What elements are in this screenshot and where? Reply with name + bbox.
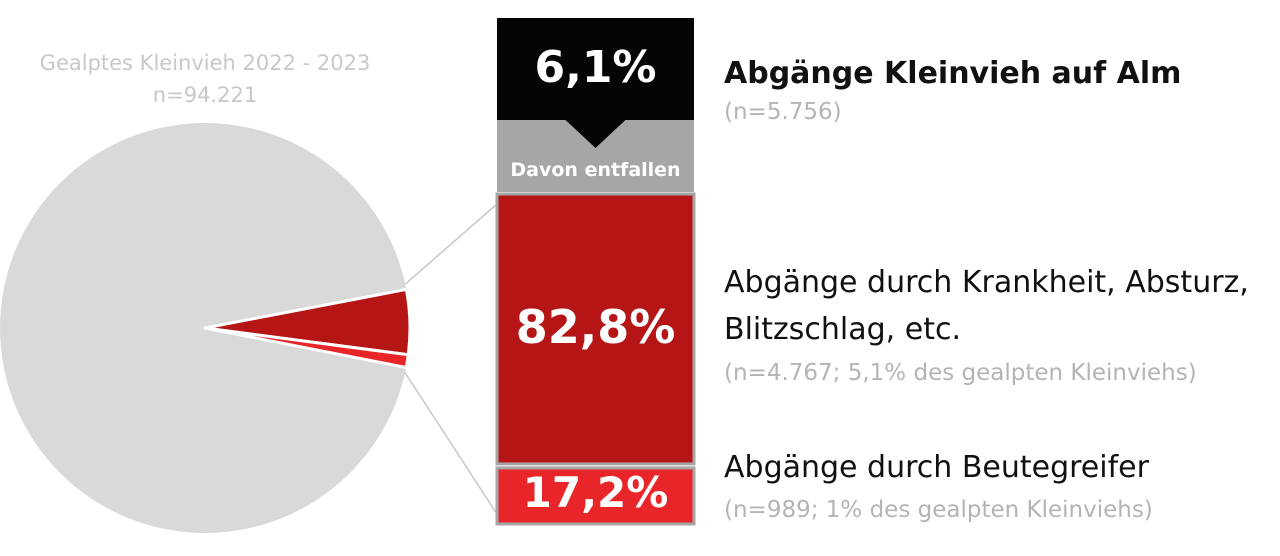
- connector-line-top: [404, 203, 498, 285]
- legend-title-krankheit-line2: Blitzschlag, etc.: [724, 312, 961, 347]
- bar-label-beutegreifer: 17,2%: [522, 467, 669, 517]
- header-label: Davon entfallen: [510, 159, 681, 181]
- total-arrow-box: [497, 18, 694, 148]
- pie-subtitle: n=94.221: [152, 83, 258, 107]
- connector-line-bottom: [404, 372, 498, 515]
- pie-title: Gealptes Kleinvieh 2022 - 2023: [39, 51, 371, 75]
- bar-segment-krankheit: [495, 192, 696, 466]
- total-percent-label: 6,1%: [534, 41, 657, 93]
- legend-title-beutegreifer: Abgänge durch Beutegreifer: [724, 450, 1149, 485]
- bar-label-krankheit: 82,8%: [515, 300, 676, 354]
- legend-title-alm: Abgänge Kleinvieh auf Alm: [724, 56, 1182, 91]
- legend-sub-alm: (n=5.756): [724, 99, 842, 125]
- legend-sub-beutegreifer: (n=989; 1% des gealpten Kleinviehs): [724, 497, 1153, 523]
- pie-chart: [0, 123, 412, 533]
- legend-title-krankheit-line1: Abgänge durch Krankheit, Absturz,: [724, 265, 1249, 300]
- pie-slice-beutegreifer: [203, 326, 410, 369]
- bar-segment-beutegreifer: [495, 466, 696, 526]
- legend-sub-krankheit: (n=4.767; 5,1% des gealpten Kleinviehs): [724, 360, 1197, 386]
